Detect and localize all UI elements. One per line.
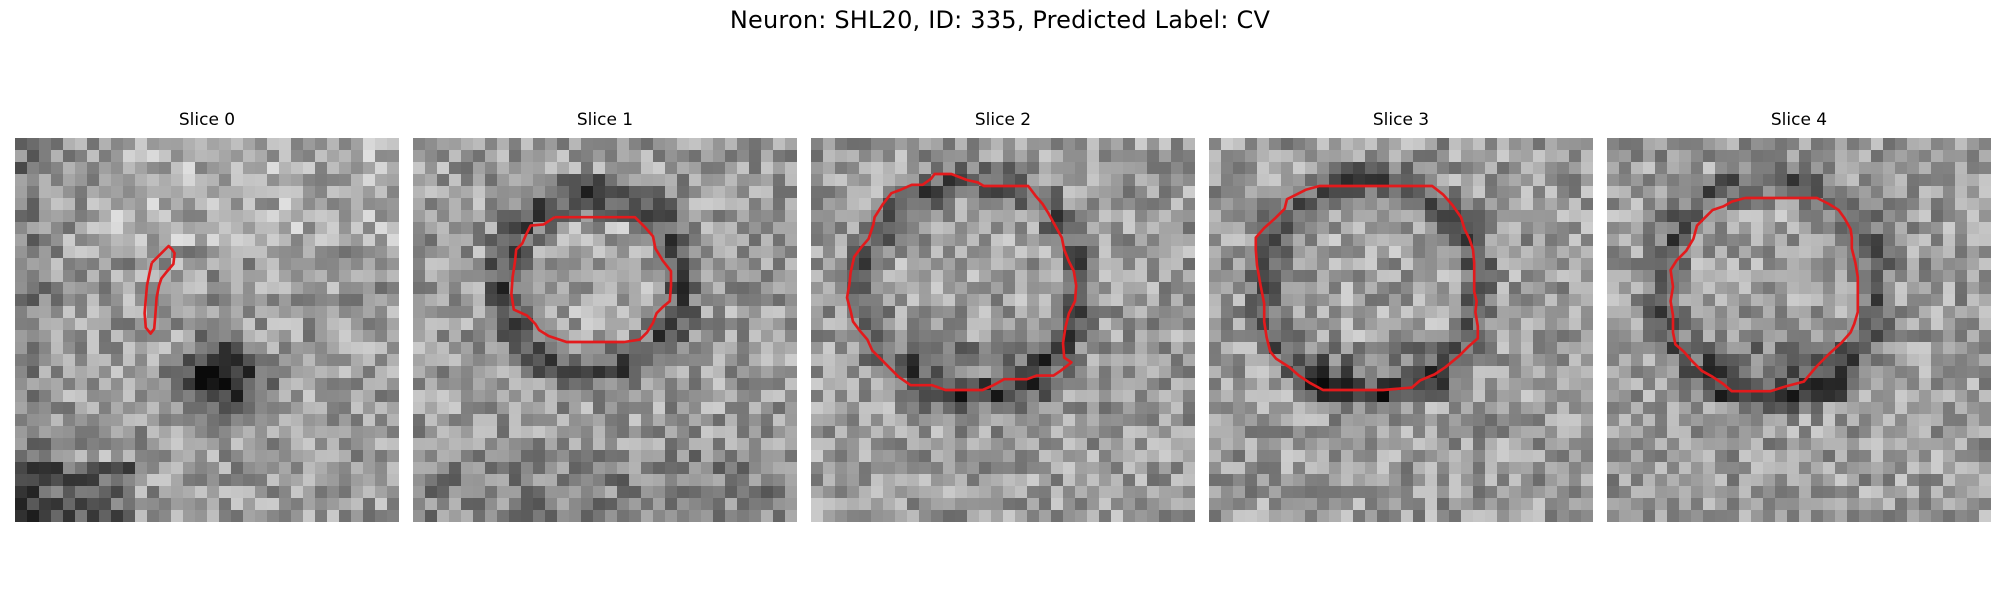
- slice-title-3: Slice 3: [1372, 110, 1430, 130]
- slice-pixels-2: [811, 138, 1195, 522]
- slice-panel-4: Slice 4: [1607, 108, 1991, 522]
- roi-contour-2: [845, 172, 1078, 392]
- slice-image-2: [811, 138, 1195, 522]
- slice-title-4: Slice 4: [1770, 110, 1828, 130]
- slice-title-1: Slice 1: [576, 110, 634, 130]
- roi-contour-1: [510, 215, 673, 344]
- slice-pixels-1: [413, 138, 797, 522]
- slice-panel-1: Slice 1: [413, 108, 797, 522]
- roi-contour-0: [143, 244, 176, 335]
- slice-panel-2: Slice 2: [811, 108, 1195, 522]
- slice-title-0: Slice 0: [178, 110, 236, 130]
- slice-pixels-0: [15, 138, 399, 522]
- slice-image-4: [1607, 138, 1991, 522]
- slice-panel-0: Slice 0: [15, 108, 399, 522]
- slice-image-0: [15, 138, 399, 522]
- slice-title-2: Slice 2: [974, 110, 1032, 130]
- roi-contour-4: [1669, 196, 1860, 393]
- slice-image-1: [413, 138, 797, 522]
- slice-image-3: [1209, 138, 1593, 522]
- slice-pixels-4: [1607, 138, 1991, 522]
- slice-panel-3: Slice 3: [1209, 108, 1593, 522]
- slice-pixels-3: [1209, 138, 1593, 522]
- figure-title: Neuron: SHL20, ID: 335, Predicted Label:…: [729, 6, 1271, 34]
- roi-contour-3: [1254, 184, 1480, 392]
